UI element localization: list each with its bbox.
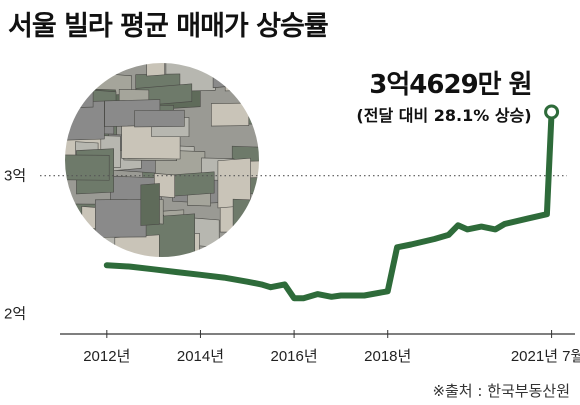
photo-building <box>64 154 110 181</box>
callout-value: 3억4629만 원 <box>369 70 531 100</box>
y-tick-label: 2억 <box>4 305 26 322</box>
callout-change: (전달 대비 28.1% 상승) <box>356 106 531 125</box>
x-tick-label: 2014년 <box>177 348 224 365</box>
city-photo <box>63 61 261 259</box>
source-note: ※출처 : 한국부동산원 <box>432 382 570 400</box>
photo-building <box>140 183 160 226</box>
photo-building <box>232 198 260 233</box>
series-line <box>103 109 555 302</box>
y-tick-label: 3억 <box>4 168 26 185</box>
x-tick-label: 2021년 7월 <box>511 348 580 365</box>
end-point-marker <box>544 104 560 120</box>
photo-building <box>249 160 260 179</box>
photo-building <box>212 62 242 89</box>
photo-building <box>146 62 165 77</box>
x-tick-label: 2018년 <box>364 348 411 365</box>
photo-clip-group <box>64 62 260 258</box>
x-tick-label: 2016년 <box>271 348 318 365</box>
x-tick-label: 2012년 <box>83 348 130 365</box>
photo-building <box>224 62 249 92</box>
photo-building <box>134 109 185 128</box>
photo-building <box>245 94 260 125</box>
chart-title: 서울 빌라 평균 매매가 상승률 <box>8 11 329 42</box>
photo-building <box>95 199 147 238</box>
photo-border <box>63 61 261 259</box>
